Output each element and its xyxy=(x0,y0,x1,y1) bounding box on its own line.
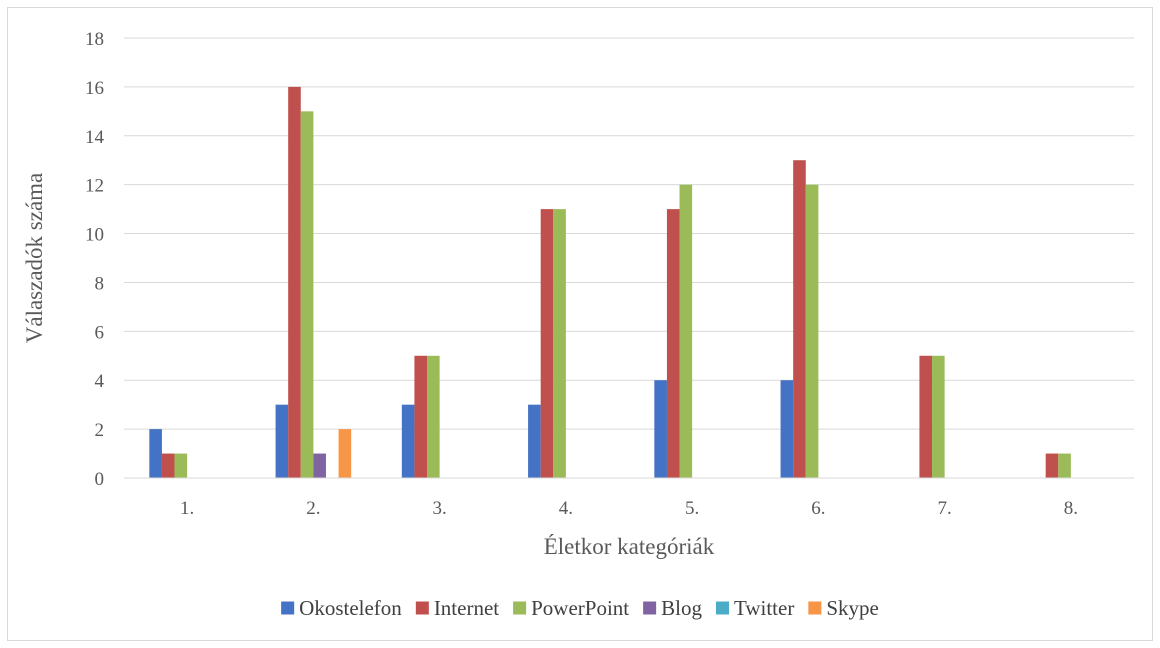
bar xyxy=(275,404,289,478)
legend-item: Skype xyxy=(808,596,879,620)
legend-label: PowerPoint xyxy=(531,596,629,620)
x-tick-label: 4. xyxy=(559,498,573,519)
bar xyxy=(427,355,440,478)
legend-swatch xyxy=(808,601,822,615)
y-axis-ticks: 0 2 4 6 8 10 12 14 16 18 xyxy=(85,29,105,490)
bar xyxy=(666,209,680,478)
legend-label: Internet xyxy=(434,596,499,620)
y-tick-label: 10 xyxy=(85,225,104,246)
bar xyxy=(161,453,175,478)
x-tick-label: 5. xyxy=(685,498,699,519)
chart-frame xyxy=(7,7,1153,641)
bar xyxy=(528,404,541,478)
bar xyxy=(1045,453,1059,478)
bar xyxy=(553,209,566,478)
bar xyxy=(780,380,794,478)
x-axis-title: Életkor kategóriák xyxy=(544,534,715,559)
x-tick-label: 3. xyxy=(433,498,447,519)
x-tick-label: 2. xyxy=(306,498,320,519)
legend-swatch xyxy=(513,601,527,615)
bar xyxy=(174,453,188,478)
legend-item: Twitter xyxy=(715,596,794,620)
legend-swatch xyxy=(415,601,429,615)
bar xyxy=(805,184,819,478)
y-axis-title: Válaszadók száma xyxy=(22,173,47,344)
gridlines xyxy=(124,37,1134,430)
y-tick-label: 12 xyxy=(85,176,104,197)
y-tick-label: 16 xyxy=(85,78,104,99)
bar xyxy=(288,86,301,478)
legend-swatch xyxy=(643,601,657,615)
bar xyxy=(401,404,415,478)
legend-label: Twitter xyxy=(734,596,794,620)
y-tick-label: 8 xyxy=(95,273,105,294)
bar xyxy=(932,355,945,478)
legend-label: Skype xyxy=(826,596,879,620)
y-tick-label: 14 xyxy=(85,127,105,148)
x-tick-label: 6. xyxy=(811,498,825,519)
bar xyxy=(540,209,554,478)
legend-item: PowerPoint xyxy=(513,596,629,620)
y-tick-label: 0 xyxy=(95,469,105,490)
legend-item: Okostelefon xyxy=(281,596,402,620)
legend: Okostelefon Internet PowerPoint Blog Twitter… xyxy=(281,596,879,620)
bar xyxy=(679,184,693,478)
legend-item: Internet xyxy=(415,596,499,620)
bar xyxy=(338,429,352,478)
bar xyxy=(313,453,326,478)
legend-label: Okostelefon xyxy=(299,596,402,620)
legend-swatch xyxy=(281,601,295,615)
bar xyxy=(793,160,806,478)
y-tick-label: 18 xyxy=(85,29,104,50)
legend-item: Blog xyxy=(643,596,702,620)
y-tick-label: 2 xyxy=(95,420,105,441)
x-tick-label: 8. xyxy=(1064,498,1078,519)
bars xyxy=(149,86,1071,478)
bar xyxy=(149,429,162,478)
legend-swatch xyxy=(715,601,729,615)
x-tick-label: 7. xyxy=(938,498,952,519)
x-tick-label: 1. xyxy=(180,498,194,519)
y-tick-label: 6 xyxy=(95,322,105,343)
bar xyxy=(414,355,428,478)
bar xyxy=(1058,453,1071,478)
bar xyxy=(919,355,933,478)
bar xyxy=(654,380,667,478)
y-tick-label: 4 xyxy=(95,371,105,392)
bar xyxy=(300,111,314,478)
x-axis-ticks: 1. 2. 3. 4. 5. 6. 7. 8. xyxy=(180,498,1078,519)
legend-label: Blog xyxy=(661,596,702,620)
